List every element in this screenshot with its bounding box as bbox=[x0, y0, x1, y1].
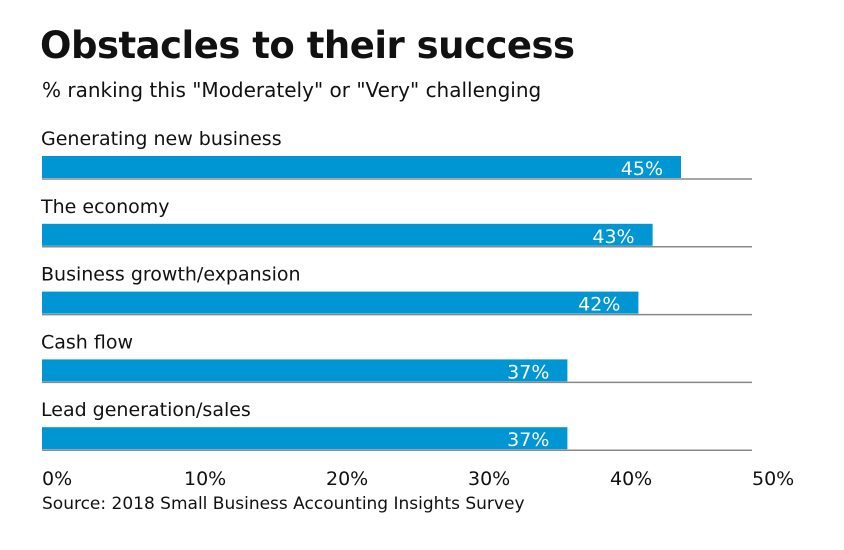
bar bbox=[42, 427, 568, 450]
category-label: Cash flow bbox=[41, 331, 133, 353]
data-label: 45% bbox=[621, 158, 663, 180]
tick-label: 0% bbox=[42, 468, 72, 490]
bar bbox=[42, 291, 639, 314]
data-label: 42% bbox=[578, 294, 620, 316]
bar bbox=[42, 156, 681, 178]
category-label: The economy bbox=[40, 196, 170, 218]
bar bbox=[42, 223, 653, 246]
data-label: 43% bbox=[592, 226, 634, 248]
tick-label: 30% bbox=[468, 468, 510, 490]
source-note: Source: 2018 Small Business Accounting I… bbox=[42, 494, 525, 514]
data-label: 37% bbox=[507, 361, 549, 383]
category-label: Lead generation/sales bbox=[41, 399, 251, 421]
data-label: 37% bbox=[507, 429, 549, 451]
tick-label: 20% bbox=[326, 468, 368, 490]
tick-label: 10% bbox=[184, 468, 226, 490]
tick-label: 40% bbox=[610, 468, 652, 490]
tick-label: 50% bbox=[752, 468, 794, 490]
chart-subtitle: % ranking this "Moderately" or "Very" ch… bbox=[42, 78, 542, 102]
chart-title: Obstacles to their success bbox=[40, 24, 575, 67]
category-label: Business growth/expansion bbox=[41, 264, 301, 286]
bar bbox=[42, 359, 568, 382]
category-label: Generating new business bbox=[41, 128, 282, 150]
